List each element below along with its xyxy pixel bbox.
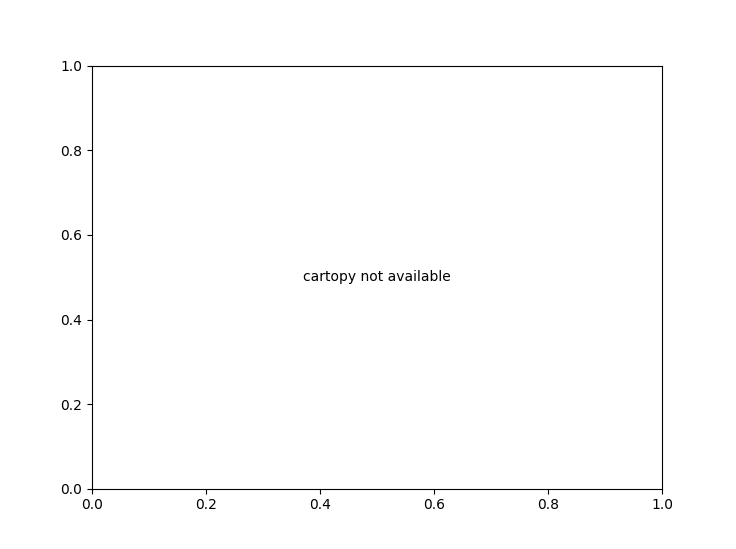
Text: cartopy not available: cartopy not available <box>303 270 451 284</box>
